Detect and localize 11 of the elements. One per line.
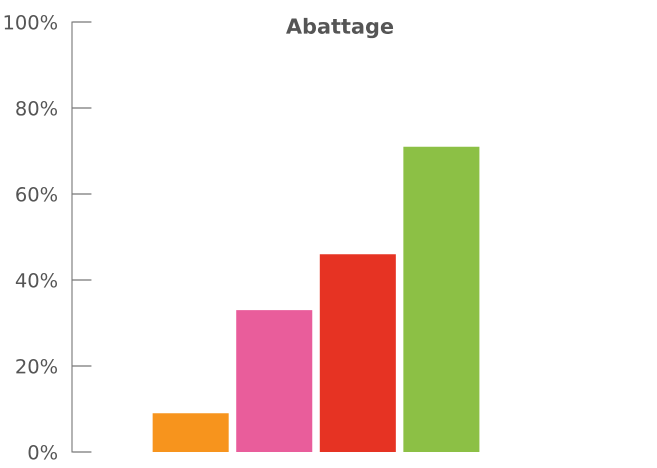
bar: [403, 146, 480, 452]
bar: [236, 310, 312, 452]
bar: [320, 254, 396, 452]
y-tick-label: 100%: [4, 14, 58, 30]
bar: [152, 413, 229, 452]
y-tick-label: 40%: [16, 272, 58, 288]
y-tick-label: 60%: [16, 186, 58, 202]
y-tick-label: 20%: [16, 358, 58, 374]
chart-title: Abattage: [286, 18, 394, 38]
y-tick-label: 80%: [16, 100, 58, 116]
y-tick-label: 0%: [28, 444, 58, 460]
